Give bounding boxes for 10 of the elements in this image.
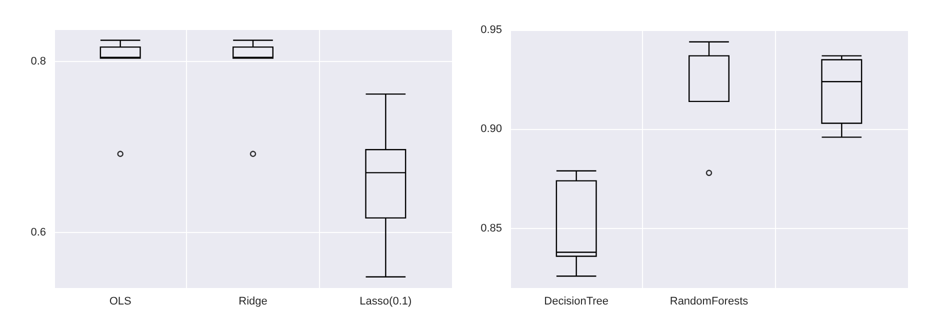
x-tick-label: DecisionTree	[544, 296, 609, 308]
x-tick-label: Lasso(0.1)	[360, 296, 412, 308]
y-tick-label: 0.90	[480, 123, 502, 136]
x-tick-label: Ridge	[238, 296, 268, 308]
x-tick-label: OLS	[109, 296, 132, 308]
y-tick-label: 0.85	[480, 222, 502, 234]
y-tick-label: 0.95	[480, 24, 502, 36]
y-tick-label: 0.8	[30, 56, 46, 68]
y-tick-label: 0.6	[30, 226, 46, 238]
x-tick-label: RandomForests	[670, 296, 749, 308]
